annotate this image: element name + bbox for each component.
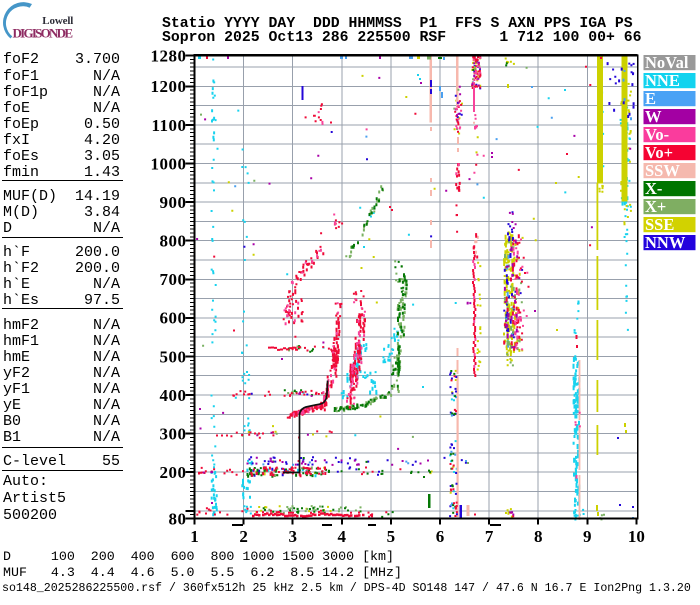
svg-text:7: 7 [485, 527, 494, 546]
svg-text:8: 8 [534, 527, 543, 546]
svg-text:4: 4 [338, 527, 347, 546]
svg-text:X-: X- [645, 179, 662, 198]
svg-text:SSE: SSE [645, 215, 674, 234]
svg-text:80: 80 [169, 509, 187, 528]
svg-text:DIGISONDE: DIGISONDE [13, 26, 74, 41]
svg-text:500: 500 [160, 347, 187, 366]
svg-text:W: W [645, 107, 662, 126]
svg-text:Vo+: Vo+ [645, 143, 673, 162]
svg-text:700: 700 [160, 270, 187, 289]
svg-text:SSW: SSW [645, 161, 680, 180]
svg-text:9: 9 [583, 527, 592, 546]
svg-text:3: 3 [288, 527, 297, 546]
svg-text:E: E [645, 89, 656, 108]
svg-text:900: 900 [160, 193, 187, 212]
svg-text:200: 200 [160, 463, 187, 482]
svg-text:1280: 1280 [151, 46, 187, 65]
svg-text:1100: 1100 [151, 116, 186, 135]
svg-text:300: 300 [160, 424, 187, 443]
svg-text:1200: 1200 [151, 77, 187, 96]
svg-text:NNE: NNE [645, 71, 680, 90]
svg-text:2: 2 [239, 527, 248, 546]
svg-text:NNW: NNW [645, 233, 686, 252]
svg-text:Lowell: Lowell [42, 15, 73, 27]
svg-text:5: 5 [387, 527, 396, 546]
svg-text:400: 400 [160, 386, 187, 405]
svg-text:Vo-: Vo- [645, 125, 669, 144]
svg-text:X+: X+ [645, 197, 666, 216]
svg-text:600: 600 [160, 309, 187, 328]
svg-text:NoVal: NoVal [645, 53, 689, 72]
svg-text:10: 10 [628, 527, 645, 546]
svg-text:1: 1 [190, 527, 199, 546]
svg-text:1000: 1000 [151, 154, 187, 173]
svg-text:6: 6 [436, 527, 445, 546]
svg-text:800: 800 [160, 232, 187, 251]
